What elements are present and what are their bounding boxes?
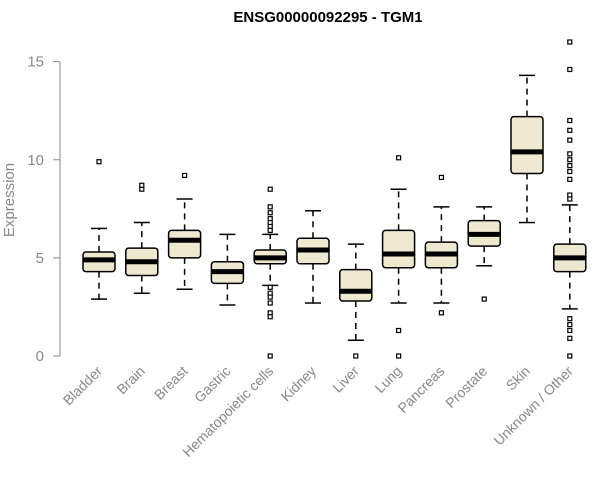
outlier-point bbox=[267, 210, 273, 216]
outlier-point bbox=[567, 335, 573, 341]
outlier-point bbox=[567, 127, 573, 133]
y-tick-label: 10 bbox=[27, 152, 44, 169]
iqr-box bbox=[381, 229, 416, 269]
outlier-point bbox=[567, 196, 573, 202]
box-group bbox=[424, 174, 459, 316]
outlier-point bbox=[481, 296, 487, 302]
outlier-point bbox=[567, 137, 573, 143]
y-axis-label: Expression bbox=[1, 163, 18, 237]
x-tick-label: Liver bbox=[329, 363, 362, 396]
x-tick-label: Breast bbox=[151, 363, 191, 403]
box-group bbox=[510, 74, 544, 224]
box-group bbox=[296, 210, 330, 304]
outlier-point bbox=[396, 155, 402, 161]
outlier-point bbox=[182, 172, 188, 179]
outlier-point bbox=[267, 227, 273, 233]
outlier-point bbox=[438, 174, 444, 181]
chart-title: ENSG00000092295 - TGM1 bbox=[233, 9, 422, 26]
box-group bbox=[82, 159, 116, 300]
box-group bbox=[339, 243, 373, 359]
y-tick-label: 5 bbox=[36, 250, 44, 267]
x-tick-label: Unknown / Other bbox=[490, 363, 576, 449]
iqr-box bbox=[167, 229, 202, 259]
outlier-point bbox=[353, 353, 359, 359]
outlier-point bbox=[567, 39, 573, 45]
box-group bbox=[210, 233, 245, 306]
box-group bbox=[167, 172, 202, 291]
x-tick-label: Kidney bbox=[278, 363, 320, 405]
outlier-point bbox=[267, 294, 273, 300]
x-tick-label: Gastric bbox=[191, 363, 234, 406]
outlier-point bbox=[267, 186, 273, 192]
box-group bbox=[467, 206, 501, 302]
outlier-point bbox=[567, 327, 573, 334]
outlier-point bbox=[567, 163, 573, 169]
outlier-point bbox=[567, 353, 573, 359]
box-group bbox=[381, 155, 416, 359]
outlier-point bbox=[396, 353, 402, 359]
outlier-point bbox=[267, 314, 273, 320]
y-tick-label: 0 bbox=[36, 348, 44, 365]
outlier-point bbox=[567, 168, 573, 175]
outlier-point bbox=[396, 327, 402, 334]
y-tick-label: 15 bbox=[27, 54, 44, 71]
x-tick-label: Pancreas bbox=[394, 363, 447, 416]
x-tick-label: Skin bbox=[503, 363, 534, 394]
outlier-point bbox=[567, 157, 573, 163]
outlier-point bbox=[567, 151, 573, 157]
outlier-point bbox=[139, 182, 145, 188]
box-group bbox=[253, 186, 287, 359]
iqr-box bbox=[510, 115, 544, 175]
x-tick-label: Brain bbox=[113, 363, 147, 397]
outlier-point bbox=[267, 204, 273, 210]
outlier-point bbox=[567, 117, 573, 124]
outlier-point bbox=[267, 353, 273, 359]
outlier-point bbox=[438, 310, 444, 316]
outlier-point bbox=[267, 284, 273, 290]
box-series bbox=[82, 39, 587, 359]
y-axis-ticks: 0 5 10 15 bbox=[27, 54, 60, 365]
outlier-point bbox=[567, 322, 573, 328]
iqr-box bbox=[339, 268, 373, 302]
outlier-point bbox=[96, 159, 102, 165]
outlier-point bbox=[567, 316, 573, 322]
outlier-point bbox=[567, 66, 573, 73]
x-tick-label: Bladder bbox=[60, 363, 106, 409]
x-tick-label: Lung bbox=[371, 363, 404, 396]
box-group bbox=[125, 182, 159, 294]
box-group bbox=[553, 39, 587, 359]
outlier-point bbox=[267, 300, 273, 306]
outlier-point bbox=[567, 176, 573, 182]
x-tick-label: Prostate bbox=[442, 363, 490, 411]
